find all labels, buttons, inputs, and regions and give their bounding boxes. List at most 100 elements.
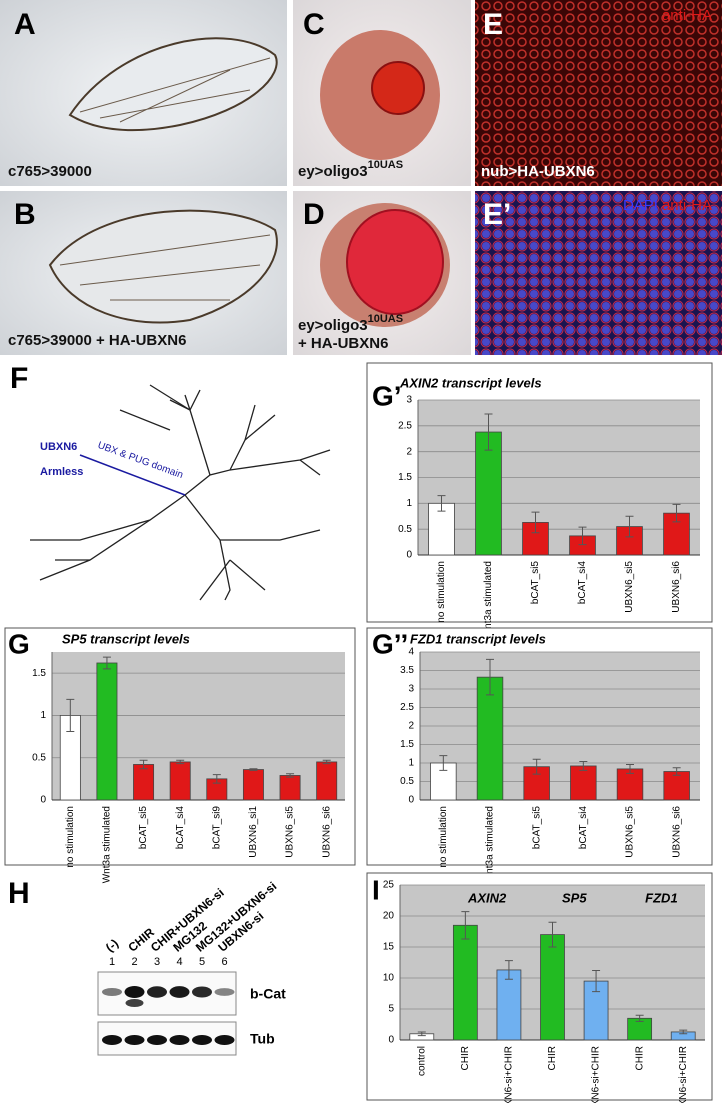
error-bar (504, 960, 513, 980)
y-tick-label: 4 (408, 647, 414, 658)
y-tick-label: 0 (40, 795, 46, 806)
lane-number: 4 (176, 956, 182, 968)
x-tick-label: no stimulation (65, 806, 76, 868)
error-bar (548, 921, 557, 948)
x-tick-label: Wnt3a stimulated (483, 561, 494, 638)
x-tick-label: UBXN6_si6 (321, 806, 332, 858)
x-tick-label: bCAT_si5 (530, 561, 541, 605)
band (102, 1035, 122, 1045)
stain-label: anti-HA (662, 197, 712, 214)
panel-letter: E’ (483, 198, 511, 231)
panel-letter: E (483, 8, 503, 41)
y-tick-label: 0.5 (398, 524, 412, 535)
tree (30, 384, 331, 601)
error-bar (322, 759, 331, 765)
stain-labels: DAPI anti-HA (623, 197, 712, 214)
chart-title: AXIN2 transcript levels (399, 375, 542, 390)
branch (79, 454, 186, 496)
caption-text: ey>oligo3 (298, 317, 368, 334)
superscript: 10UAS (368, 159, 403, 171)
x-tick-label: UBXN6_si5 (624, 561, 635, 613)
x-tick-label: bCAT_si4 (175, 806, 186, 850)
bar (663, 771, 690, 801)
x-tick-label: UBXN6_si5 (625, 806, 636, 858)
group-label: SP5 (562, 890, 587, 905)
panel-letter: I (372, 874, 380, 905)
error-bar (437, 495, 446, 512)
band (169, 1035, 190, 1045)
x-tick-label: bCAT_si5 (531, 806, 542, 850)
band (169, 986, 190, 998)
caption: c765>39000 + HA-UBXN6 (8, 332, 186, 349)
x-tick-label: no stimulation (436, 561, 447, 623)
error-bar (176, 759, 185, 765)
error-bar (417, 1031, 426, 1037)
error-bar (578, 526, 587, 546)
group-label: FZD1 (645, 890, 678, 905)
eye (371, 61, 425, 115)
caption: + HA-UBXN6 (298, 335, 388, 352)
panel-a: A c765>39000 (0, 0, 287, 186)
error-bar (486, 658, 494, 696)
x-tick-label: UBXN6-si+CHIR (678, 1046, 689, 1103)
lane-number: 2 (131, 956, 137, 968)
panel-letter: H (8, 877, 30, 910)
error-bar (531, 511, 540, 534)
y-tick-label: 2 (408, 721, 414, 732)
stain-label: DAPI (623, 197, 658, 214)
bar (316, 761, 338, 801)
lane-number: 3 (154, 956, 160, 968)
panel-d: D ey>oligo310UAS + HA-UBXN6 (293, 191, 471, 355)
tree-label: UBX & PUG domain (96, 440, 184, 481)
group-label: AXIN2 (467, 890, 507, 905)
bar (540, 934, 565, 1041)
y-tick-label: 5 (388, 1004, 394, 1015)
x-tick-label: CHIR (460, 1046, 471, 1070)
error-bar (679, 1029, 688, 1035)
y-tick-label: 1.5 (398, 472, 412, 483)
lane-number: 1 (109, 956, 115, 968)
error-bar (484, 413, 493, 451)
x-tick-label: bCAT_si4 (577, 561, 588, 605)
bar (242, 769, 264, 801)
y-tick-label: 1 (40, 710, 46, 721)
y-tick-label: 10 (383, 973, 395, 984)
error-bar (461, 911, 470, 940)
x-tick-label: Wnt3a stimulated (485, 806, 496, 883)
band-label: b-Cat (250, 986, 286, 1002)
bar (496, 969, 522, 1041)
stain-label: anti-HA (662, 7, 712, 24)
bar (428, 502, 455, 556)
error-bar (592, 970, 601, 993)
error-bar (212, 774, 221, 784)
panel-letter: C (303, 8, 325, 41)
y-tick-label: 1.5 (400, 739, 414, 750)
chart-title: SP5 transcript levels (62, 631, 190, 646)
y-tick-label: 0 (408, 795, 414, 806)
panel-letter: G’ (372, 380, 402, 411)
tree-label: Armless (40, 466, 83, 478)
x-tick-label: bCAT_si4 (578, 806, 589, 850)
panel-c: C ey>oligo310UAS (293, 0, 471, 186)
caption: ey>oligo310UAS (298, 313, 403, 334)
panel-b: B c765>39000 + HA-UBXN6 (0, 191, 287, 355)
y-tick-label: 2.5 (400, 702, 414, 713)
y-tick-label: 1.5 (32, 668, 46, 679)
x-tick-label: UBXN6_si1 (248, 806, 259, 858)
error-bar (672, 767, 681, 776)
wing (68, 37, 278, 132)
plot-area (52, 652, 345, 800)
x-tick-label: CHIR (634, 1046, 645, 1070)
y-tick-label: 0.5 (400, 776, 414, 787)
band-label: Tub (250, 1031, 275, 1047)
x-tick-label: UBXN6_si6 (671, 806, 682, 858)
x-tick-label: UBXN6-si+CHIR (504, 1046, 515, 1103)
panel-e: E anti-HA nub>HA-UBXN6 (475, 0, 722, 186)
caption: c765>39000 (8, 163, 92, 180)
x-tick-label: CHIR (547, 1046, 558, 1070)
bar (279, 775, 301, 801)
panel-letter: A (14, 8, 36, 41)
error-bar (626, 763, 634, 774)
